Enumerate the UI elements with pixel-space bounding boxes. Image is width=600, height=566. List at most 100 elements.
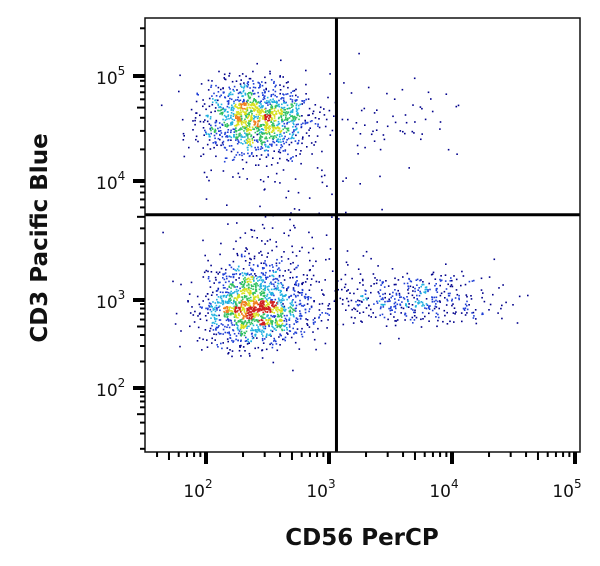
event-dot — [257, 276, 259, 278]
event-dot — [250, 273, 252, 275]
event-dot — [298, 292, 301, 294]
event-dot — [228, 106, 230, 109]
event-dot — [267, 104, 269, 106]
event-dot — [286, 289, 288, 292]
event-dot — [240, 253, 243, 256]
event-dot — [287, 127, 290, 130]
event-dot — [275, 277, 277, 280]
event-dot — [254, 347, 256, 350]
event-dot — [272, 269, 274, 272]
event-dot — [252, 155, 255, 157]
event-dot — [280, 320, 282, 322]
event-dot — [291, 111, 294, 114]
event-dot — [208, 135, 211, 138]
event-dot — [265, 128, 267, 130]
event-dot — [422, 283, 425, 286]
event-dot — [279, 75, 281, 77]
event-dot — [246, 109, 249, 111]
event-dot — [387, 285, 390, 287]
event-dot — [291, 311, 294, 313]
event-dot — [439, 284, 441, 287]
event-dot — [312, 321, 315, 324]
event-dot — [286, 93, 289, 95]
event-dot — [232, 275, 235, 278]
event-dot — [251, 278, 254, 281]
event-dot — [410, 280, 413, 283]
event-dot — [287, 81, 289, 83]
event-dot — [249, 155, 251, 157]
event-dot — [268, 100, 270, 102]
event-dot — [289, 277, 291, 279]
event-dot — [246, 308, 248, 310]
event-dot — [435, 303, 437, 305]
event-dot — [370, 285, 372, 287]
event-dot — [265, 308, 268, 311]
event-dot — [327, 304, 330, 307]
event-dot — [247, 312, 250, 314]
event-dot — [370, 291, 372, 294]
event-dot — [263, 89, 265, 91]
event-dot — [265, 264, 268, 267]
event-dot — [280, 113, 283, 115]
event-dot — [273, 288, 275, 291]
event-dot — [257, 141, 259, 143]
event-dot — [248, 342, 250, 344]
event-dot — [248, 317, 250, 320]
event-dot — [248, 316, 251, 318]
event-dot — [210, 310, 213, 313]
event-dot — [218, 319, 221, 321]
event-dot — [251, 316, 253, 319]
event-dot — [250, 258, 252, 261]
event-dot — [214, 130, 217, 132]
event-dot — [379, 175, 381, 178]
event-dot — [397, 279, 400, 281]
event-dot — [254, 316, 256, 318]
event-dot — [260, 315, 263, 317]
event-dot — [359, 312, 361, 314]
event-dot — [251, 276, 254, 278]
event-dot — [220, 88, 222, 91]
event-dot — [243, 303, 245, 306]
event-dot — [238, 154, 241, 156]
event-dot — [422, 281, 424, 283]
event-dot — [267, 176, 269, 178]
event-dot — [263, 96, 265, 98]
event-dot — [262, 305, 264, 308]
event-dot — [230, 283, 233, 285]
event-dot — [237, 329, 239, 331]
event-dot — [270, 301, 272, 304]
event-dot — [293, 293, 295, 296]
event-dot — [271, 274, 273, 277]
event-dot — [276, 315, 279, 318]
event-dot — [275, 264, 278, 267]
event-dot — [292, 309, 295, 311]
event-dot — [239, 287, 241, 290]
event-dot — [202, 127, 205, 129]
event-dot — [259, 85, 261, 87]
event-dot — [202, 300, 204, 302]
event-dot — [236, 119, 239, 121]
event-dot — [282, 128, 284, 131]
event-dot — [202, 147, 204, 149]
event-dot — [250, 321, 252, 324]
event-dot — [287, 137, 290, 140]
event-dot — [342, 323, 345, 326]
event-dot — [436, 325, 438, 328]
event-dot — [312, 274, 315, 277]
event-dot — [421, 311, 424, 314]
event-dot — [226, 204, 228, 206]
event-dot — [200, 83, 203, 85]
event-dot — [252, 104, 254, 107]
event-dot — [488, 276, 491, 278]
event-dot — [393, 305, 395, 308]
event-dot — [271, 100, 273, 103]
event-dot — [283, 109, 285, 111]
event-dot — [286, 158, 288, 161]
event-dot — [241, 152, 243, 154]
event-dot — [413, 311, 415, 314]
event-dot — [314, 104, 317, 106]
event-dot — [280, 109, 282, 111]
event-dot — [222, 287, 225, 289]
event-dot — [512, 304, 514, 306]
